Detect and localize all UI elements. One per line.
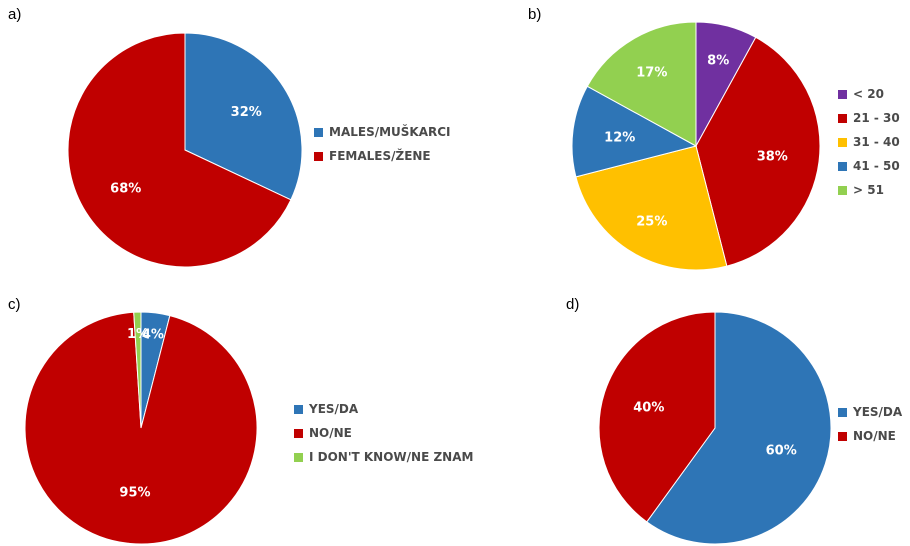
slice-label-yes-da: 4% xyxy=(142,328,164,343)
legend-swatch xyxy=(294,428,303,438)
pie-slice-no-ne xyxy=(24,311,258,545)
pie-slice-31-40 xyxy=(575,145,728,271)
legend-label: 41 - 50 xyxy=(853,159,900,173)
legend-swatch xyxy=(314,151,323,161)
pie-slice-yes-da xyxy=(646,311,832,545)
legend-b: < 20 21 - 30 31 - 40 41 - 50 > 51 xyxy=(838,82,900,202)
slice-label-no-ne: 40% xyxy=(633,400,664,415)
slice-label-i-don-t-know-ne-znam: 1% xyxy=(127,327,149,342)
legend-item-i-don-t-know-ne-znam: I DON'T KNOW/NE ZNAM xyxy=(294,445,473,469)
legend-item-no-ne: NO/NE xyxy=(294,421,473,445)
pie-slice-females-ene xyxy=(67,32,292,268)
legend-item-31-40: 31 - 40 xyxy=(838,130,900,154)
slice-label-31-40: 25% xyxy=(636,215,667,230)
legend-a: MALES/MUŠKARCI FEMALES/ŽENE xyxy=(314,120,451,168)
legend-swatch xyxy=(294,404,303,414)
pie-slice-51 xyxy=(586,21,697,147)
pie-slice-i-don-t-know-ne-znam xyxy=(133,311,142,429)
legend-item-41-50: 41 - 50 xyxy=(838,154,900,178)
legend-swatch xyxy=(294,452,303,462)
panel-label-c: c) xyxy=(8,296,21,313)
slice-label-no-ne: 95% xyxy=(119,486,150,501)
legend-label: < 20 xyxy=(853,87,884,101)
legend-label: FEMALES/ŽENE xyxy=(329,149,431,163)
slice-label-41-50: 12% xyxy=(604,130,635,145)
pie-chart-d: 60% 40% xyxy=(598,311,832,545)
pie-slice-21-30 xyxy=(695,36,821,267)
pie-slice-males-mu-karci xyxy=(184,32,303,201)
slice-label-yes-da: 60% xyxy=(766,444,797,459)
pie-chart-b: 8% 38% 25% 12% 17% xyxy=(571,21,821,271)
legend-swatch xyxy=(838,185,847,195)
legend-item-21-30: 21 - 30 xyxy=(838,106,900,130)
legend-swatch xyxy=(838,113,847,123)
legend-swatch xyxy=(314,127,323,137)
legend-swatch xyxy=(838,137,847,147)
legend-swatch xyxy=(838,89,847,99)
legend-label: > 51 xyxy=(853,183,884,197)
legend-label: YES/DA xyxy=(309,402,359,416)
slice-label-20: 8% xyxy=(707,54,729,69)
slice-label-51: 17% xyxy=(636,65,667,80)
pie-slice-no-ne xyxy=(598,311,716,523)
legend-label: 21 - 30 xyxy=(853,111,900,125)
legend-item-females-ene: FEMALES/ŽENE xyxy=(314,144,451,168)
panel-label-a: a) xyxy=(8,6,22,23)
legend-label: I DON'T KNOW/NE ZNAM xyxy=(309,450,474,464)
legend-label: NO/NE xyxy=(853,429,896,443)
pie-chart-a: 32% 68% xyxy=(67,32,303,268)
panel-label-b: b) xyxy=(528,6,542,23)
legend-swatch xyxy=(838,431,847,441)
pie-slice-41-50 xyxy=(571,85,698,178)
legend-swatch xyxy=(838,407,847,417)
legend-item-males-mu-karci: MALES/MUŠKARCI xyxy=(314,120,451,144)
slice-label-21-30: 38% xyxy=(757,150,788,165)
legend-label: YES/DA xyxy=(853,405,903,419)
slice-label-females-ene: 68% xyxy=(110,182,141,197)
legend-label: MALES/MUŠKARCI xyxy=(329,125,451,139)
legend-c: YES/DA NO/NE I DON'T KNOW/NE ZNAM xyxy=(294,397,473,469)
panel-label-d: d) xyxy=(566,296,580,313)
legend-item-no-ne: NO/NE xyxy=(838,424,902,448)
legend-item-yes-da: YES/DA xyxy=(294,397,473,421)
legend-label: NO/NE xyxy=(309,426,352,440)
pie-chart-c: 4% 95% 1% xyxy=(24,311,258,545)
legend-item-20: < 20 xyxy=(838,82,900,106)
legend-item-yes-da: YES/DA xyxy=(838,400,902,424)
legend-item-51: > 51 xyxy=(838,178,900,202)
legend-d: YES/DA NO/NE xyxy=(838,400,902,448)
slice-label-males-mu-karci: 32% xyxy=(231,105,262,120)
legend-swatch xyxy=(838,161,847,171)
legend-label: 31 - 40 xyxy=(853,135,900,149)
